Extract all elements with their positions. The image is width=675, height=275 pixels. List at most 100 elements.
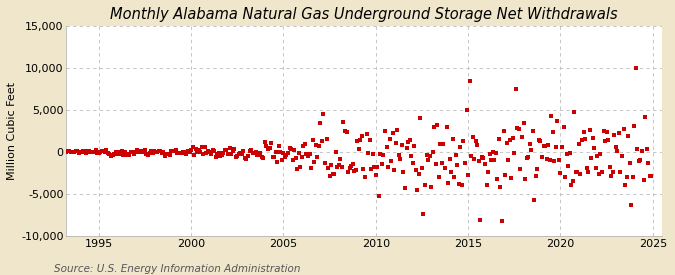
Point [532, 167, 543, 171]
Point [192, 150, 202, 155]
Point [492, 176, 503, 181]
Point [516, 135, 527, 139]
Point [593, 172, 604, 176]
Point [266, 141, 277, 145]
Point [355, 138, 366, 142]
Point [151, 150, 161, 154]
Point [304, 152, 315, 157]
Point [269, 155, 279, 159]
Point [200, 145, 211, 150]
Point [427, 150, 438, 155]
Point [88, 150, 99, 154]
Point [615, 169, 626, 174]
Point [637, 149, 647, 153]
Point [626, 202, 637, 207]
Point [383, 165, 394, 169]
Point [87, 150, 98, 155]
Point [141, 152, 152, 156]
Point [296, 155, 307, 160]
Point [155, 148, 165, 153]
Point [136, 150, 147, 154]
Point [366, 167, 377, 171]
Point [202, 148, 213, 153]
Point [308, 160, 319, 164]
Point [235, 150, 246, 155]
Point [509, 151, 520, 155]
Y-axis label: Million Cubic Feet: Million Cubic Feet [7, 82, 17, 180]
Point [566, 183, 576, 188]
Point [554, 158, 564, 162]
Point [256, 155, 267, 159]
Point [609, 133, 620, 137]
Point [418, 212, 429, 217]
Point [486, 158, 497, 163]
Point [290, 156, 301, 161]
Point [176, 151, 187, 156]
Point [241, 157, 252, 161]
Point [514, 126, 524, 131]
Point [217, 153, 227, 157]
Point [390, 141, 401, 145]
Point [458, 139, 469, 144]
Point [182, 149, 193, 153]
Point [119, 150, 130, 155]
Point [461, 108, 472, 112]
Point [614, 130, 624, 135]
Point [400, 186, 410, 190]
Point [198, 152, 209, 156]
Point [424, 154, 435, 158]
Point [535, 138, 546, 143]
Point [140, 148, 151, 152]
Point [201, 151, 212, 155]
Point [107, 153, 118, 158]
Point [574, 141, 585, 146]
Point [298, 144, 309, 148]
Point [147, 151, 158, 156]
Point [272, 160, 283, 164]
Point [591, 166, 601, 170]
Point [450, 153, 461, 158]
Point [310, 143, 321, 148]
Point [569, 109, 580, 114]
Point [597, 170, 608, 174]
Point [81, 151, 92, 155]
Point [284, 145, 295, 150]
Point [234, 152, 244, 156]
Point [448, 137, 458, 142]
Point [236, 152, 247, 156]
Point [583, 170, 593, 174]
Point [232, 153, 242, 158]
Point [240, 156, 250, 160]
Point [444, 157, 455, 161]
Point [538, 143, 549, 148]
Point [433, 175, 444, 179]
Point [624, 161, 635, 165]
Point [429, 125, 439, 130]
Point [381, 145, 392, 149]
Point [603, 138, 614, 142]
Point [326, 163, 337, 167]
Point [527, 129, 538, 133]
Point [646, 174, 657, 178]
Text: Source: U.S. Energy Information Administration: Source: U.S. Energy Information Administ… [54, 264, 300, 274]
Point [533, 138, 544, 142]
Point [375, 152, 386, 156]
Point [292, 167, 302, 171]
Point [317, 139, 327, 143]
Point [252, 153, 263, 157]
Point [113, 150, 124, 154]
Point [456, 183, 467, 187]
Point [101, 148, 112, 152]
Point [618, 127, 629, 131]
Point [543, 142, 554, 147]
Point [126, 150, 136, 154]
Point [638, 177, 649, 182]
Point [72, 149, 82, 154]
Point [466, 153, 477, 158]
Point [61, 150, 72, 154]
Point [443, 181, 454, 185]
Point [592, 154, 603, 159]
Point [238, 149, 249, 153]
Point [483, 170, 493, 175]
Point [493, 136, 504, 141]
